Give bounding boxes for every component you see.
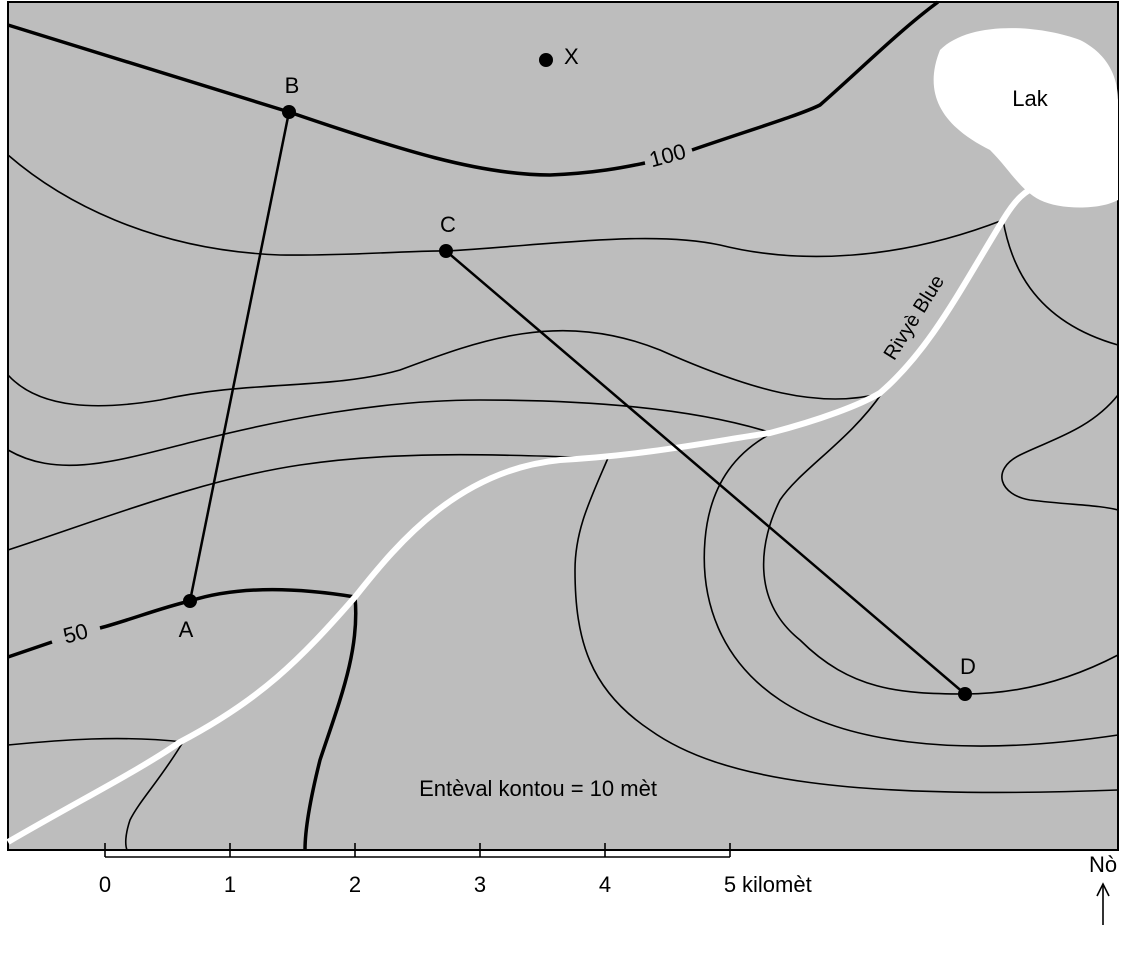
contour (7, 329, 1119, 695)
scale-tick-label: 2 (349, 872, 361, 897)
point-label: D (960, 654, 976, 679)
point-label: C (440, 212, 456, 237)
point (539, 53, 553, 67)
caption: Entèval kontou = 10 mèt (419, 776, 657, 801)
scale-tick-label: 4 (599, 872, 611, 897)
contour (7, 23, 646, 177)
contour (691, 0, 940, 152)
north-label: Nò (1089, 852, 1117, 877)
profile-line (188, 111, 291, 602)
scale-tick-label: 0 (99, 872, 111, 897)
contour (7, 399, 1119, 747)
lake-label: Lak (1012, 86, 1048, 111)
point (958, 687, 972, 701)
scale-tick-label: 3 (474, 872, 486, 897)
river (6, 182, 1042, 845)
contour (1001, 394, 1119, 511)
scale-tick-label: 1 (224, 872, 236, 897)
point-label: A (179, 617, 194, 642)
contour (7, 640, 53, 659)
point (282, 105, 296, 119)
scale-tick-label: 5 (724, 872, 736, 897)
map-frame (7, 1, 1119, 851)
point-label: B (285, 73, 300, 98)
points: B X C A D (179, 44, 976, 701)
scale: 0 1 2 3 4 5 kilomèt (99, 843, 812, 897)
profile-line (445, 250, 966, 695)
lake (933, 28, 1118, 208)
contour (7, 453, 1119, 794)
point (439, 244, 453, 258)
point (183, 594, 197, 608)
contour (7, 737, 185, 851)
north-arrowhead (1096, 882, 1110, 897)
scale-unit: kilomèt (742, 872, 812, 897)
point-label: X (564, 44, 579, 69)
